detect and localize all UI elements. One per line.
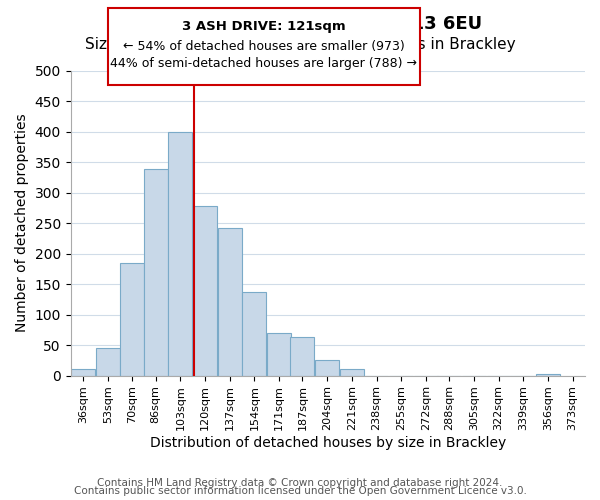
Bar (267, 333, 291, 376)
Bar (121, 264, 145, 376)
X-axis label: Distribution of detached houses by size in Brackley: Distribution of detached houses by size … (150, 436, 506, 450)
Bar (169, 132, 193, 376)
Bar (193, 206, 217, 376)
Bar (242, 292, 266, 376)
Bar (340, 370, 364, 376)
Bar (143, 170, 167, 376)
Text: 3, ASH DRIVE, BRACKLEY, NN13 6EU: 3, ASH DRIVE, BRACKLEY, NN13 6EU (118, 15, 482, 33)
Text: Contains public sector information licensed under the Open Government Licence v3: Contains public sector information licen… (74, 486, 526, 496)
Text: ← 54% of detached houses are smaller (973): ← 54% of detached houses are smaller (97… (123, 40, 405, 53)
Bar (71, 370, 95, 376)
Bar (315, 360, 339, 376)
Bar (536, 374, 560, 376)
Bar (290, 337, 314, 376)
Text: Size of property relative to detached houses in Brackley: Size of property relative to detached ho… (85, 38, 515, 52)
Text: 3 ASH DRIVE: 121sqm: 3 ASH DRIVE: 121sqm (182, 20, 346, 33)
Bar (96, 348, 119, 376)
Y-axis label: Number of detached properties: Number of detached properties (15, 114, 29, 332)
Text: Contains HM Land Registry data © Crown copyright and database right 2024.: Contains HM Land Registry data © Crown c… (97, 478, 503, 488)
Bar (218, 228, 242, 376)
Text: 44% of semi-detached houses are larger (788) →: 44% of semi-detached houses are larger (… (110, 58, 418, 70)
